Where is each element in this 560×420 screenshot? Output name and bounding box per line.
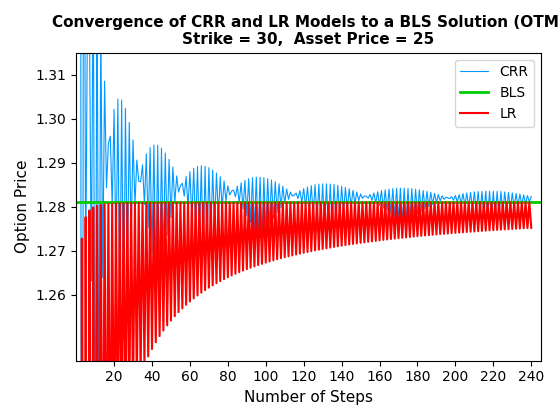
Line: LR: LR — [78, 202, 531, 420]
LR — [497, 227, 504, 232]
LR — [526, 200, 533, 205]
CRR — [232, 194, 239, 199]
LR — [376, 238, 383, 243]
LR — [528, 226, 535, 231]
Y-axis label: Option Price: Option Price — [15, 160, 30, 254]
BLS — [73, 200, 80, 205]
CRR — [97, 20, 104, 25]
Title: Convergence of CRR and LR Models to a BLS Solution (OTM)
Strike = 30,  Asset Pri: Convergence of CRR and LR Models to a BL… — [52, 15, 560, 47]
LR — [148, 346, 155, 352]
LR — [230, 200, 237, 205]
BLS — [74, 200, 81, 205]
CRR — [378, 188, 385, 193]
CRR — [109, 203, 115, 208]
Line: CRR: CRR — [78, 0, 531, 420]
Legend: CRR, BLS, LR: CRR, BLS, LR — [455, 60, 534, 127]
CRR — [528, 194, 535, 199]
X-axis label: Number of Steps: Number of Steps — [244, 390, 373, 405]
CRR — [500, 211, 506, 216]
CRR — [151, 142, 157, 147]
LR — [74, 417, 81, 420]
